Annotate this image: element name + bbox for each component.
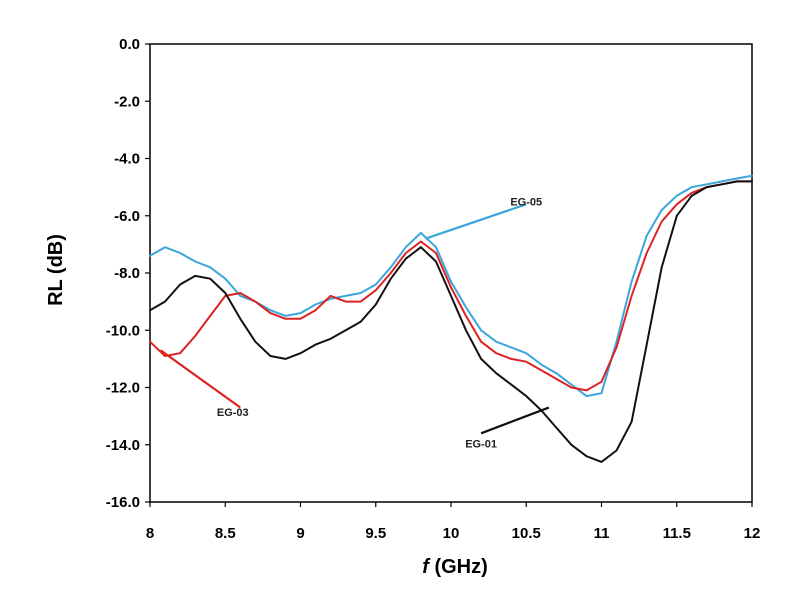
- y-tick-label: -14.0: [106, 437, 140, 454]
- x-axis-ticks: 8 8.5 9 9.5 10 10.5 11 11.5 12: [146, 502, 761, 542]
- plot-frame: [149, 43, 753, 503]
- annotation-layer: EG-05 EG-03 EG-01: [159, 197, 550, 451]
- annotation-leader-eg-05: [425, 203, 527, 240]
- series-layer: [149, 174, 753, 463]
- annotation-leader-eg-01: [480, 406, 550, 435]
- x-tick-label: 8.5: [215, 525, 236, 542]
- annotation-leader-eg-03: [159, 349, 241, 409]
- x-tick-label: 10: [443, 525, 460, 542]
- annotation-label-eg-03: EG-03: [217, 407, 249, 419]
- annotation-label-eg-05: EG-05: [510, 197, 542, 209]
- plot-area: [149, 43, 753, 503]
- y-tick-label: -4.0: [114, 151, 140, 168]
- y-tick-label: -6.0: [114, 208, 140, 225]
- x-tick-label: 11: [594, 525, 610, 542]
- x-tick-label: 10.5: [512, 525, 541, 542]
- x-axis-title: f (GHz): [422, 556, 488, 578]
- y-tick-label: -2.0: [114, 93, 140, 110]
- y-tick-label: -12.0: [106, 380, 140, 397]
- x-tick-label: 8: [146, 525, 154, 542]
- y-axis-ticks: 0.0 -2.0 -4.0 -6.0 -8.0 -10.0 -12.0 -14.0 -16.0: [106, 36, 150, 511]
- x-tick-label: 12: [744, 525, 761, 542]
- x-axis-title-rest: (GHz): [429, 556, 488, 578]
- x-tick-label: 9: [296, 525, 304, 542]
- annotation-label-eg-01: EG-01: [465, 439, 497, 451]
- series-line-eg-01: [149, 180, 753, 463]
- x-axis-title-italic: f: [422, 556, 431, 578]
- y-tick-label: 0.0: [119, 36, 140, 53]
- y-tick-label: -10.0: [106, 322, 140, 339]
- x-tick-label: 9.5: [365, 525, 386, 542]
- y-axis-title: RL (dB): [45, 234, 67, 306]
- series-line-eg-03: [149, 180, 753, 392]
- y-tick-label: -16.0: [106, 494, 140, 511]
- x-tick-label: 11.5: [663, 525, 691, 542]
- y-tick-label: -8.0: [114, 265, 140, 282]
